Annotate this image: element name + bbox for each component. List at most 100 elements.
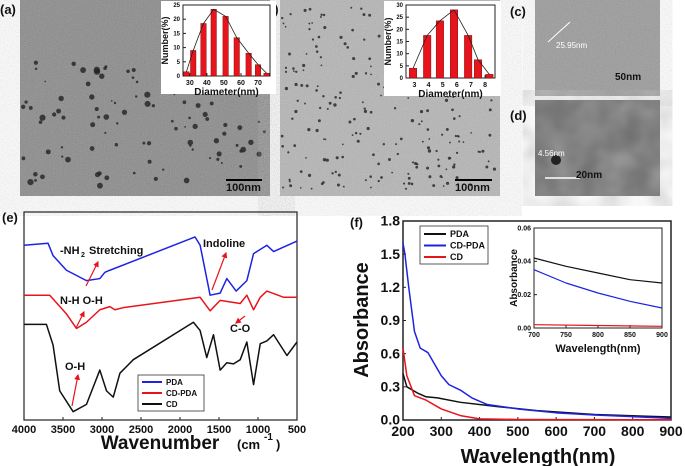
annotation-co: C-O xyxy=(230,323,251,335)
nanoparticle xyxy=(61,155,64,158)
nanoparticle xyxy=(453,163,456,166)
annotation-stretching: Stretching xyxy=(89,245,143,257)
x-tick-label: 900 xyxy=(656,332,668,339)
nanoparticle xyxy=(34,179,37,182)
nanoparticle xyxy=(339,35,343,39)
nanoparticle xyxy=(319,16,322,18)
x-tick-label: 800 xyxy=(621,423,645,439)
nanoparticle xyxy=(187,139,194,146)
nanoparticle xyxy=(414,162,418,166)
nanoparticle xyxy=(372,153,375,157)
y-tick-label: 20 xyxy=(173,17,180,23)
histogram-bar xyxy=(474,59,482,79)
y-axis-label: Absorbance xyxy=(351,262,373,378)
measure-label-c: 25.95nm xyxy=(556,41,587,50)
nanoparticle xyxy=(445,168,448,171)
nanoparticle xyxy=(220,161,223,164)
x-tick-label: 200 xyxy=(391,423,415,439)
nanoparticle xyxy=(492,167,497,171)
nanoparticle xyxy=(183,177,190,184)
nanoparticle xyxy=(284,25,287,28)
nanoparticle xyxy=(40,174,45,180)
nanoparticle xyxy=(317,35,321,39)
y-tick-label: 25 xyxy=(173,3,180,9)
nanoparticle xyxy=(146,141,152,146)
legend-label: CD xyxy=(450,252,463,262)
nanoparticle xyxy=(399,137,403,141)
nanoparticle xyxy=(20,104,26,109)
nanoparticle xyxy=(281,16,284,20)
nanoparticle xyxy=(323,25,327,30)
nanoparticle xyxy=(151,104,156,108)
nanoparticle xyxy=(213,138,220,144)
nanoparticle xyxy=(364,179,367,182)
nanoparticle xyxy=(487,160,490,163)
scale-label-d: 20nm xyxy=(576,170,602,181)
nanoparticle xyxy=(351,74,355,78)
uvvis-inset-chart: 700 750 800 850 900 0.00 0.02 0.04 0.06 Wavelengt… xyxy=(509,225,668,355)
histogram-bar xyxy=(485,74,494,79)
x-tick-label: 2500 xyxy=(129,424,153,436)
nanoparticle xyxy=(320,64,323,67)
nanoparticle xyxy=(315,128,319,133)
nanoparticle xyxy=(333,103,337,107)
series-line-pda xyxy=(23,236,298,296)
nanoparticle xyxy=(93,66,100,73)
nanoparticle xyxy=(288,178,291,181)
nanoparticle xyxy=(426,146,431,150)
x-tick-label: 400 xyxy=(468,423,492,439)
measure-line-c xyxy=(547,21,571,43)
nanoparticle xyxy=(418,123,421,126)
nanoparticle xyxy=(294,82,298,87)
nanoparticle xyxy=(432,184,436,188)
legend-label: PDA xyxy=(166,378,183,387)
x-tick-label: 1000 xyxy=(246,424,270,436)
histogram-bar xyxy=(435,20,444,79)
nanoparticle xyxy=(299,170,303,174)
annotation-arrow xyxy=(235,315,246,324)
nanoparticle xyxy=(33,60,38,65)
nanoparticle xyxy=(284,66,288,69)
legend-label: CD xyxy=(166,400,178,409)
nanoparticle xyxy=(348,120,352,124)
annotation-arrow xyxy=(85,260,99,287)
nanoparticle xyxy=(325,158,329,162)
nanoparticle xyxy=(437,158,440,161)
nanoparticle xyxy=(191,148,194,151)
nanoparticle xyxy=(97,182,103,189)
y-tick-label: 25 xyxy=(396,15,403,21)
y-tick-label: 1.2 xyxy=(381,279,401,295)
nanoparticle xyxy=(343,42,347,46)
nanoparticle xyxy=(114,143,119,147)
nanoparticle xyxy=(369,175,372,178)
nanoparticle xyxy=(60,146,64,149)
nanoparticle xyxy=(311,38,315,41)
nanoparticle xyxy=(477,150,480,153)
nanoparticle xyxy=(445,181,450,185)
nanoparticle xyxy=(449,157,452,159)
nanoparticle xyxy=(38,120,43,124)
nanoparticle xyxy=(354,71,358,75)
nanoparticle xyxy=(490,99,493,102)
nanoparticle xyxy=(307,127,311,132)
nanoparticle xyxy=(131,67,136,72)
nanoparticle xyxy=(368,13,372,17)
nanoparticle xyxy=(437,164,441,168)
y-tick-label: 0.0 xyxy=(381,412,401,428)
inset-y-axis-label: Absorbance xyxy=(509,249,520,307)
nanoparticle xyxy=(421,140,424,143)
nanoparticle xyxy=(435,149,438,153)
nanoparticle xyxy=(24,100,28,104)
nanoparticle xyxy=(97,115,101,119)
histogram-b: 3 4 5 6 7 8 0 5 10 15 20 25 30 Diameter(nm) Number(%) xyxy=(383,1,501,100)
series-line-cd-pda xyxy=(533,269,663,309)
nanoparticle xyxy=(174,126,178,131)
nanoparticle xyxy=(441,133,444,136)
histogram-bar xyxy=(450,9,458,79)
histogram-bar xyxy=(245,53,252,77)
nanoparticle xyxy=(407,172,410,175)
nanoparticle xyxy=(377,34,381,38)
nanoparticle xyxy=(452,117,456,120)
nanoparticle xyxy=(388,158,391,161)
nanoparticle xyxy=(411,161,415,164)
